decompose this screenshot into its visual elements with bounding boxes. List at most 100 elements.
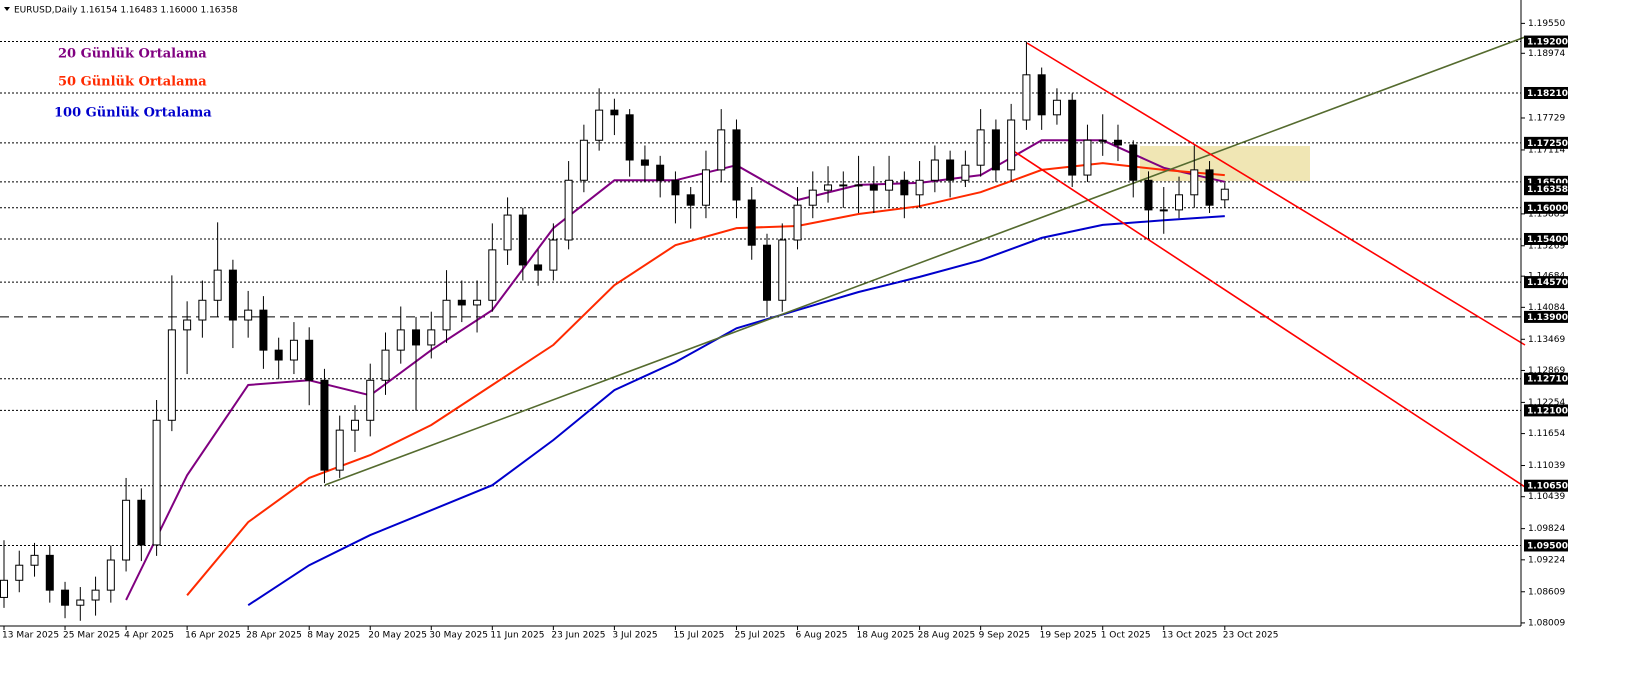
- price-box: [1524, 86, 1568, 99]
- y-tick-label: 1.12254: [1528, 398, 1565, 408]
- candle-body: [488, 249, 497, 301]
- candle-body: [930, 159, 939, 181]
- price-box: [1524, 539, 1568, 552]
- x-tick-label: 9 Sep 2025: [979, 631, 1030, 641]
- x-tick-label: 8 May 2025: [307, 631, 360, 641]
- candle-body: [1052, 99, 1061, 116]
- candle-body: [15, 564, 24, 581]
- candle-body: [503, 214, 512, 251]
- trend-line: [324, 36, 1526, 486]
- candle-body: [61, 589, 70, 606]
- candle-body: [640, 159, 649, 166]
- x-tick-label: 16 Apr 2025: [185, 631, 241, 641]
- candle-body: [991, 129, 1000, 171]
- candle-body: [671, 179, 680, 196]
- x-tick-label: 28 Apr 2025: [246, 631, 302, 641]
- candle-body: [793, 204, 802, 241]
- candle-body: [778, 239, 787, 301]
- candle-body: [900, 179, 909, 196]
- x-tick-label: 13 Oct 2025: [1162, 631, 1218, 641]
- price-label: 1.16000: [1527, 204, 1568, 214]
- candle-body: [595, 109, 604, 141]
- candle-body: [1144, 179, 1153, 211]
- candle-body: [137, 499, 146, 546]
- candle-body: [1190, 169, 1199, 196]
- candle-body: [366, 379, 375, 421]
- price-box: [1524, 35, 1568, 48]
- candle-body: [106, 559, 115, 591]
- price-box: [1524, 479, 1568, 492]
- price-label: 1.14570: [1527, 278, 1568, 288]
- candle-body: [732, 129, 741, 201]
- price-label: 1.12100: [1527, 406, 1568, 416]
- menu-icon: [4, 7, 10, 11]
- candle-body: [76, 599, 85, 606]
- y-tick-label: 1.09224: [1528, 555, 1565, 565]
- price-box: [1524, 372, 1568, 385]
- candle-body: [228, 269, 237, 321]
- candle-body: [1205, 169, 1214, 206]
- x-tick-label: 3 Jul 2025: [612, 631, 657, 641]
- y-tick-label: 1.08609: [1528, 587, 1565, 597]
- candle-body: [869, 184, 878, 191]
- price-label: 1.13900: [1527, 313, 1568, 323]
- candle-body: [808, 189, 817, 206]
- candle-body: [1037, 74, 1046, 116]
- candle-body: [1083, 139, 1092, 176]
- candle-body: [701, 169, 710, 206]
- candle-body: [412, 329, 421, 346]
- candle-body: [1022, 74, 1031, 121]
- x-tick-label: 28 Aug 2025: [918, 631, 976, 641]
- candle-body: [915, 179, 924, 196]
- candle-body: [824, 184, 833, 191]
- levels: [0, 41, 1521, 546]
- candle-body: [473, 299, 482, 306]
- candle-body: [610, 109, 619, 116]
- candle-body: [534, 264, 543, 271]
- y-tick-label: 1.18974: [1528, 49, 1565, 59]
- x-tick-label: 25 Mar 2025: [63, 631, 120, 641]
- y-tick-label: 1.15883: [1528, 209, 1565, 219]
- candle-body: [961, 164, 970, 181]
- legend-label: 100 Günlük Ortalama: [54, 106, 212, 121]
- x-tick-label: 19 Sep 2025: [1040, 631, 1097, 641]
- candle-body: [1098, 139, 1107, 142]
- candle-body: [1007, 119, 1016, 171]
- candle-body: [457, 299, 466, 306]
- y-tick-label: 1.08009: [1528, 618, 1565, 628]
- candle-body: [625, 114, 634, 161]
- candle-body: [305, 339, 314, 381]
- price-label: 1.15400: [1527, 235, 1568, 245]
- y-tick-label: 1.19550: [1528, 19, 1565, 29]
- x-tick-label: 25 Jul 2025: [734, 631, 785, 641]
- x-tick-label: 15 Jul 2025: [673, 631, 724, 641]
- price-label: 1.17250: [1527, 139, 1568, 149]
- price-label: 1.16358: [1527, 185, 1568, 195]
- candle-body: [152, 419, 161, 546]
- legend-label: 20 Günlük Ortalama: [58, 47, 207, 62]
- candle-body: [1159, 209, 1168, 212]
- candle-body: [427, 329, 436, 346]
- candle-body: [91, 589, 100, 601]
- candle-body: [564, 179, 573, 241]
- candles: [0, 41, 1229, 621]
- candle-body: [0, 579, 8, 598]
- x-tick-label: 1 Oct 2025: [1101, 631, 1151, 641]
- x-tick-label: 13 Mar 2025: [2, 631, 59, 641]
- candle-body: [549, 239, 558, 271]
- candle-body: [259, 309, 268, 351]
- candle-body: [167, 329, 176, 421]
- price-box: [1524, 183, 1568, 196]
- price-label: 1.10650: [1527, 482, 1568, 492]
- price-box: [1524, 136, 1568, 149]
- y-tick-label: 1.09824: [1528, 524, 1565, 534]
- candle-body: [656, 164, 665, 181]
- price-box: [1524, 276, 1568, 289]
- y-tick-label: 1.12869: [1528, 366, 1565, 376]
- candle-body: [1220, 188, 1229, 201]
- y-tick-label: 1.17729: [1528, 113, 1565, 123]
- x-tick-label: 23 Oct 2025: [1223, 631, 1279, 641]
- x-tick-label: 11 Jun 2025: [490, 631, 544, 641]
- candle-body: [686, 194, 695, 206]
- candle-body: [442, 299, 451, 331]
